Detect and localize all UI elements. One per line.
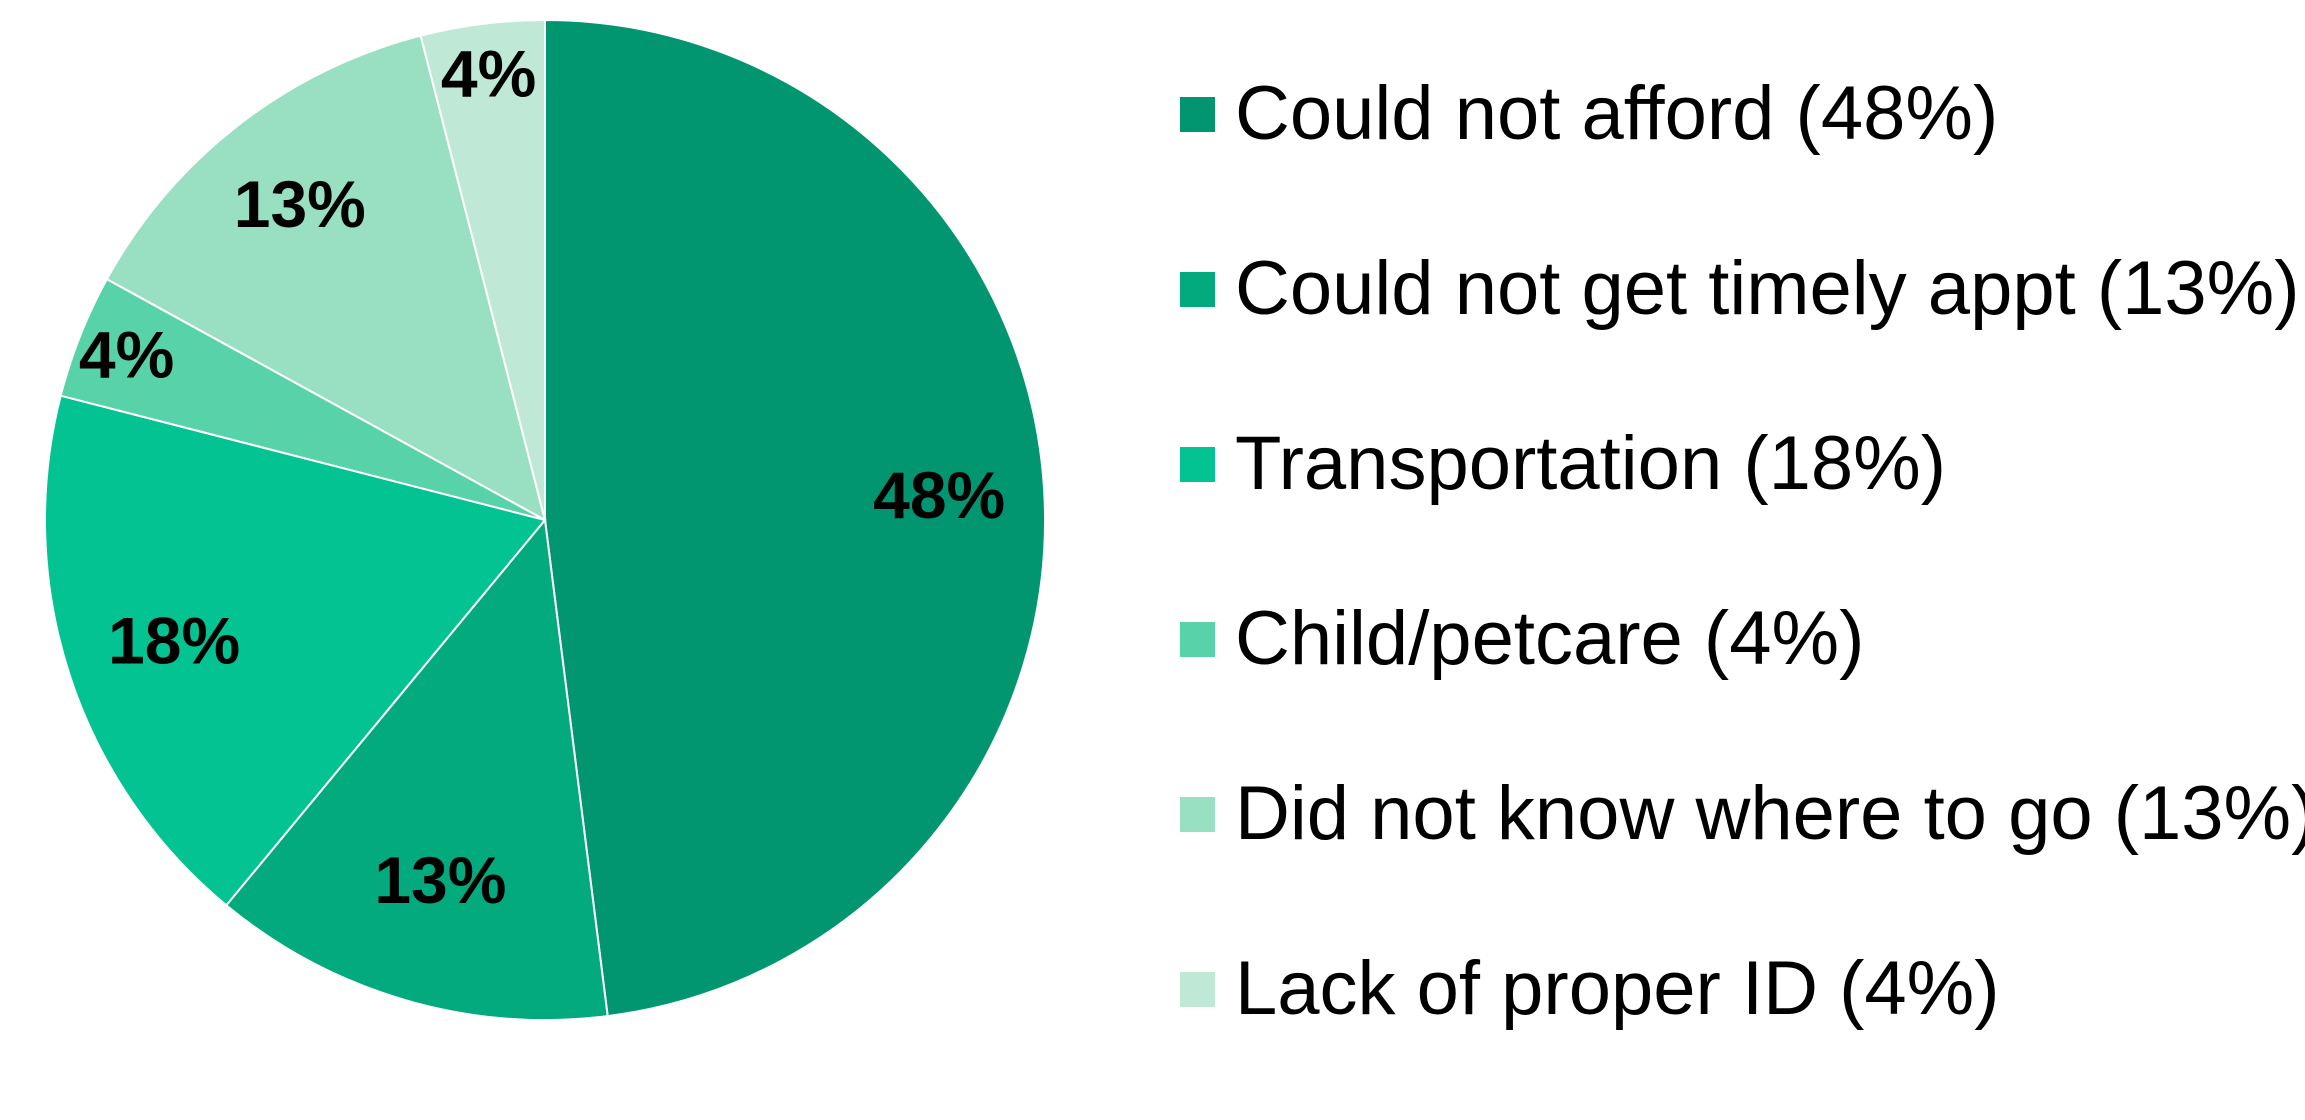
pie-slices bbox=[44, 18, 1047, 1021]
legend: Could not afford (48%) Could not get time… bbox=[1180, 70, 2305, 1120]
slice-data-label: 4% bbox=[79, 317, 174, 391]
legend-item: Could not get timely appt (13%) bbox=[1180, 245, 2305, 333]
legend-item: Child/petcare (4%) bbox=[1180, 595, 2305, 683]
pie-data-labels: 48% 13% 18% 4% 13% 4% bbox=[79, 37, 1005, 918]
slice-data-label: 48% bbox=[873, 458, 1005, 532]
legend-swatch bbox=[1180, 621, 1215, 657]
legend-item: Did not know where to go (13%) bbox=[1180, 770, 2305, 858]
legend-item: Transportation (18%) bbox=[1180, 420, 2305, 508]
legend-label: Transportation (18%) bbox=[1235, 421, 1947, 506]
legend-label: Could not afford (48%) bbox=[1235, 71, 1999, 156]
pie-slice bbox=[44, 394, 547, 907]
pie-slice bbox=[224, 517, 609, 1021]
legend-swatch bbox=[1180, 271, 1215, 307]
legend-label: Could not get timely appt (13%) bbox=[1235, 246, 2300, 331]
legend-swatch bbox=[1180, 971, 1215, 1007]
legend-swatch bbox=[1180, 446, 1215, 482]
pie-slice bbox=[544, 18, 1047, 1018]
slice-data-label: 18% bbox=[108, 604, 240, 678]
pie-chart: 48% 13% 18% 4% 13% 4% bbox=[44, 18, 1047, 1021]
pie-slice bbox=[105, 34, 547, 522]
legend-label: Child/petcare (4%) bbox=[1235, 596, 1865, 681]
legend-swatch bbox=[1180, 796, 1215, 832]
slice-data-label: 13% bbox=[234, 167, 366, 241]
legend-swatch bbox=[1180, 96, 1215, 132]
pie-slice bbox=[419, 18, 546, 521]
legend-item: Could not afford (48%) bbox=[1180, 70, 2305, 158]
legend-item: Lack of proper ID (4%) bbox=[1180, 945, 2305, 1033]
slice-data-label: 13% bbox=[374, 843, 506, 917]
legend-label: Did not know where to go (13%) bbox=[1235, 771, 2305, 856]
slice-data-label: 4% bbox=[441, 37, 536, 111]
legend-label: Lack of proper ID (4%) bbox=[1235, 946, 2000, 1031]
